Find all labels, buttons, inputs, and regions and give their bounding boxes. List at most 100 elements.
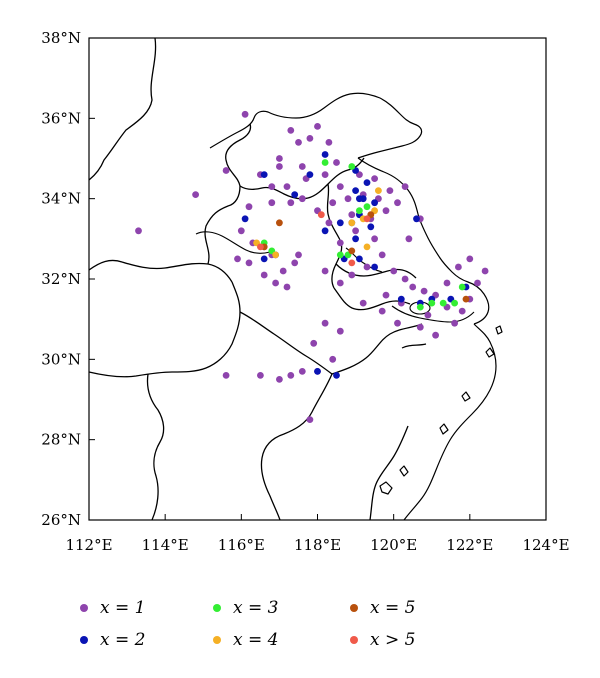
- station-point-series-1: [245, 203, 253, 211]
- station-point-series-3: [416, 303, 424, 311]
- station-point-series-2: [356, 255, 363, 263]
- station-point-series-2: [363, 179, 371, 187]
- station-point-series-1: [287, 372, 295, 379]
- station-point-series-1: [192, 191, 200, 199]
- station-point-series-5: [276, 219, 283, 227]
- legend-item-x3: x = 3: [213, 596, 278, 620]
- station-point-series-1: [394, 319, 401, 327]
- station-point-series-2: [352, 235, 359, 243]
- y-tick-label: 28°N: [41, 431, 81, 449]
- station-point-series-1: [336, 279, 344, 287]
- station-point-series-1: [279, 267, 287, 275]
- station-point-series-1: [344, 195, 352, 203]
- station-point-series-2: [260, 255, 268, 263]
- station-point-series-1: [481, 267, 489, 275]
- station-point-series-1: [409, 283, 417, 291]
- station-point-series-2: [336, 219, 344, 227]
- legend-swatch-x3: [213, 604, 221, 612]
- legend: x = 1 x = 2 x = 3 x = 4 x = 5 x > 5: [80, 596, 500, 666]
- legend-item-xgt5: x > 5: [350, 628, 415, 652]
- station-point-series-1: [390, 267, 398, 275]
- station-point-series-1: [458, 307, 466, 315]
- station-point-series-3: [439, 299, 447, 307]
- legend-item-x5: x = 5: [350, 596, 415, 620]
- station-point-series-1: [474, 279, 481, 287]
- station-point-series-4: [363, 243, 371, 251]
- legend-swatch-x4: [213, 636, 221, 644]
- station-point-series-1: [276, 155, 283, 162]
- x-tick-label: 120°E: [370, 536, 417, 554]
- station-point-series-2: [306, 171, 314, 179]
- station-point-series-1: [257, 372, 264, 379]
- station-point-series-1: [329, 199, 337, 207]
- station-point-series-2: [371, 199, 378, 207]
- station-point-series-1: [455, 263, 462, 271]
- station-point-series-1: [306, 416, 314, 423]
- station-point-series-1: [325, 219, 333, 227]
- station-point-series-2: [291, 191, 299, 199]
- station-point-series-1: [329, 355, 337, 363]
- station-point-series-1: [283, 283, 291, 291]
- station-point-series-1: [321, 267, 329, 275]
- x-tick-label: 118°E: [294, 536, 341, 554]
- station-point-series-1: [382, 291, 390, 299]
- station-point-series-1: [405, 235, 413, 243]
- station-point-series-1: [287, 199, 295, 207]
- station-point-series-4: [375, 187, 382, 195]
- station-point-series-6: [317, 211, 325, 219]
- x-tick-label: 112°E: [65, 536, 112, 554]
- station-point-series-1: [416, 323, 424, 331]
- station-point-series-3: [356, 207, 363, 215]
- legend-swatch-x1: [80, 604, 88, 612]
- station-point-series-2: [333, 372, 340, 379]
- station-point-series-1: [382, 207, 390, 215]
- station-point-series-1: [222, 372, 230, 379]
- legend-item-x4: x = 4: [213, 628, 278, 652]
- legend-swatch-x2: [80, 636, 88, 644]
- station-point-series-1: [276, 163, 283, 170]
- station-point-series-1: [135, 227, 142, 235]
- y-tick-label: 38°N: [41, 29, 81, 47]
- province-borders: [88, 37, 423, 521]
- x-tick-label: 114°E: [142, 536, 189, 554]
- station-point-series-1: [283, 183, 291, 191]
- legend-label-x2: x = 2: [100, 630, 146, 650]
- station-point-series-2: [356, 195, 363, 203]
- station-point-series-1: [336, 183, 344, 191]
- station-point-series-4: [272, 251, 279, 259]
- legend-swatch-xgt5: [350, 636, 358, 644]
- station-point-series-1: [295, 139, 302, 146]
- station-point-series-1: [291, 259, 299, 267]
- station-point-series-1: [371, 235, 378, 243]
- station-point-series-1: [336, 239, 344, 247]
- station-point-series-1: [363, 263, 371, 271]
- legend-item-x2: x = 2: [80, 628, 145, 652]
- station-point-series-2: [260, 171, 268, 179]
- station-point-series-1: [306, 135, 314, 142]
- station-point-series-1: [222, 167, 230, 174]
- station-point-series-1: [268, 183, 276, 191]
- station-point-series-1: [386, 187, 394, 195]
- station-point-series-3: [458, 283, 466, 291]
- station-point-series-3: [363, 203, 371, 211]
- legend-swatch-x5: [350, 604, 358, 612]
- station-point-series-1: [336, 327, 344, 335]
- station-point-series-4: [348, 219, 356, 227]
- legend-item-x1: x = 1: [80, 596, 145, 620]
- legend-label-xgt5: x > 5: [370, 630, 416, 650]
- station-point-series-1: [321, 319, 329, 327]
- station-point-series-1: [310, 339, 318, 347]
- station-point-series-1: [352, 227, 359, 235]
- station-point-series-1: [325, 139, 333, 146]
- x-tick-label: 116°E: [218, 536, 265, 554]
- station-point-series-3: [336, 251, 344, 259]
- legend-label-x5: x = 5: [370, 598, 416, 618]
- legend-label-x4: x = 4: [233, 630, 279, 650]
- y-tick-label: 34°N: [41, 190, 81, 208]
- station-point-series-1: [359, 299, 367, 307]
- station-point-series-1: [348, 211, 356, 219]
- station-point-series-1: [287, 126, 295, 134]
- station-point-series-2: [314, 368, 321, 375]
- station-point-series-1: [241, 110, 249, 118]
